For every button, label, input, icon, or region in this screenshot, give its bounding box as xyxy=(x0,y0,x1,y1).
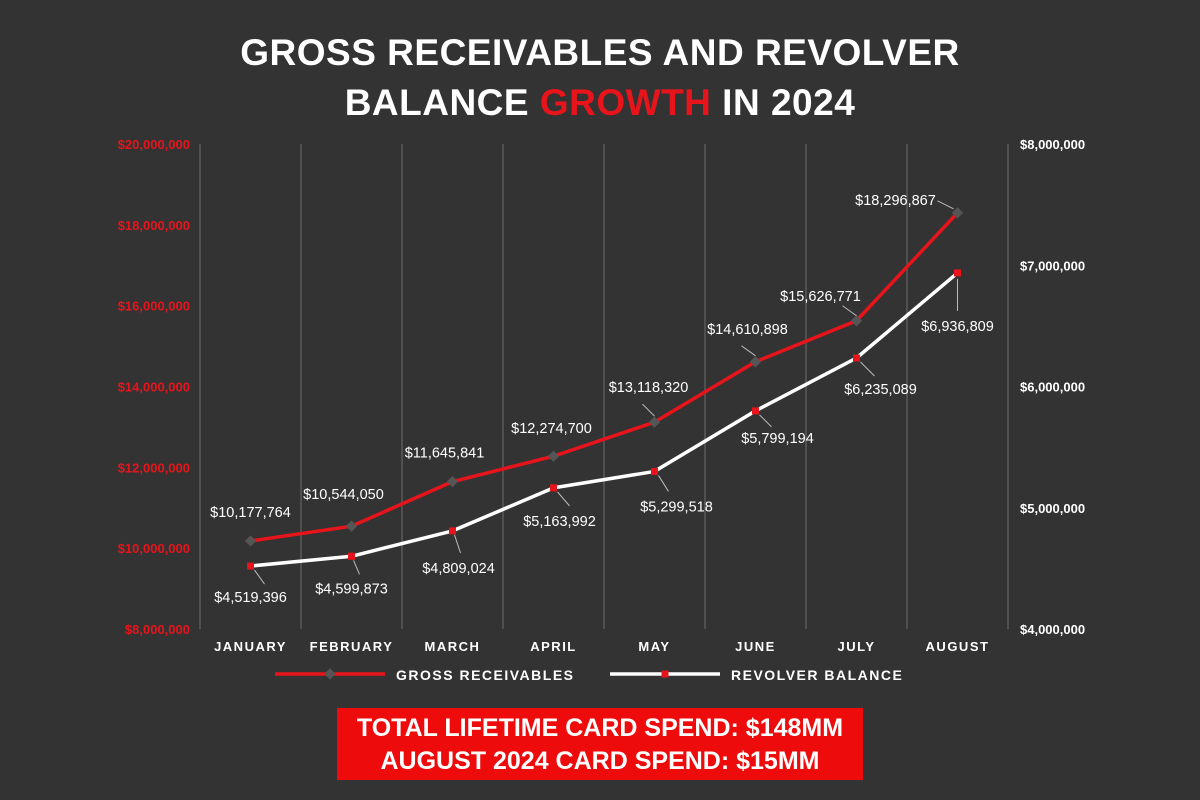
x-tick-label: APRIL xyxy=(530,639,577,654)
data-label-leader-line xyxy=(842,305,857,317)
gross-receivables-data-label: $10,544,050 xyxy=(303,487,384,503)
gross-receivables-marker xyxy=(345,520,358,532)
gross-receivables-marker xyxy=(244,535,257,547)
gross-receivables-data-label: $12,274,700 xyxy=(511,421,592,437)
gross-receivables-marker xyxy=(446,475,459,488)
revolver-balance-data-label: $5,163,992 xyxy=(523,514,596,530)
x-tick-label: JULY xyxy=(837,639,875,654)
card-spend-banner: TOTAL LIFETIME CARD SPEND: $148MM AUGUST… xyxy=(337,708,863,780)
gross-receivables-marker xyxy=(547,450,560,462)
gross-receivables-marker xyxy=(648,416,661,428)
revolver-balance-marker xyxy=(954,269,961,277)
gross-receivables-data-label: $10,177,764 xyxy=(210,505,291,521)
data-label-leader-line xyxy=(642,403,655,417)
series-line-gross-receivables xyxy=(250,211,959,543)
y-left-tick-label: $18,000,000 xyxy=(118,218,190,233)
revolver-balance-marker xyxy=(651,467,658,475)
chart-title: GROSS RECEIVABLES AND REVOLVER BALANCE G… xyxy=(0,28,1200,128)
x-tick-label: FEBRUARY xyxy=(310,639,394,654)
revolver-balance-marker xyxy=(348,552,355,560)
revolver-balance-data-label: $4,809,024 xyxy=(422,561,495,577)
data-label-leader-line xyxy=(658,475,669,492)
data-label-leader-line xyxy=(937,200,954,210)
data-label-leader-line xyxy=(254,569,265,585)
x-tick-label: AUGUST xyxy=(926,639,990,654)
gross-receivables-data-label: $15,626,771 xyxy=(780,289,861,305)
revolver-balance-marker xyxy=(247,562,254,570)
y-left-tick-label: $20,000,000 xyxy=(118,137,190,152)
data-label-leader-line xyxy=(557,491,570,507)
data-label-leader-line xyxy=(741,345,756,357)
legend-marker-revolver-balance xyxy=(661,670,669,678)
x-tick-label: JUNE xyxy=(735,639,776,654)
y-left-tick-label: $12,000,000 xyxy=(118,460,190,475)
chart-legend: GROSS RECEIVABLES REVOLVER BALANCE xyxy=(275,667,903,683)
y-right-tick-label: $8,000,000 xyxy=(1020,137,1085,152)
series-line-revolver-balance xyxy=(250,271,959,568)
gross-receivables-data-label: $14,610,898 xyxy=(707,322,788,338)
y-left-tick-label: $16,000,000 xyxy=(118,299,190,314)
data-label-leader-line xyxy=(353,560,360,575)
revolver-balance-data-label: $5,299,518 xyxy=(640,499,713,515)
line-chart: $8,000,000 $10,000,000 $12,000,000 $14,000,… xyxy=(118,137,1085,683)
revolver-balance-marker xyxy=(550,484,557,492)
gross-receivables-marker xyxy=(749,356,762,368)
x-tick-label: MAY xyxy=(638,639,670,654)
data-label-leader-line xyxy=(860,361,875,377)
revolver-balance-marker xyxy=(449,527,456,535)
y-left-tick-label: $10,000,000 xyxy=(118,541,190,556)
revolver-balance-marker xyxy=(853,354,860,362)
legend-marker-gross-receivables xyxy=(324,668,336,680)
revolver-balance-data-label: $6,235,089 xyxy=(844,382,917,398)
revolver-balance-data-label: $5,799,194 xyxy=(741,431,814,447)
y-right-tick-label: $6,000,000 xyxy=(1020,380,1085,395)
chart-title-line2-start: BALANCE xyxy=(344,82,540,123)
gross-receivables-marker xyxy=(850,315,863,327)
legend-label-gross-receivables: GROSS RECEIVABLES xyxy=(396,667,575,683)
revolver-balance-data-label: $4,599,873 xyxy=(315,581,388,597)
gross-receivables-data-label: $13,118,320 xyxy=(609,380,689,396)
gross-receivables-marker xyxy=(951,207,964,219)
x-tick-label: JANUARY xyxy=(214,639,287,654)
y-right-tick-label: $7,000,000 xyxy=(1020,258,1085,273)
y-left-tick-label: $8,000,000 xyxy=(125,622,190,637)
revolver-balance-data-label: $4,519,396 xyxy=(214,590,287,606)
august-spend-text: AUGUST 2024 CARD SPEND: $15MM xyxy=(380,747,820,775)
x-tick-label: MARCH xyxy=(425,639,481,654)
data-label-leader-line xyxy=(759,414,772,428)
data-label-leader-line xyxy=(454,534,461,554)
y-left-tick-label: $14,000,000 xyxy=(118,380,190,395)
chart-title-line1: GROSS RECEIVABLES AND REVOLVER xyxy=(240,32,960,73)
gross-receivables-data-label: $11,645,841 xyxy=(405,446,485,462)
chart-title-line2-end: IN 2024 xyxy=(711,82,856,123)
revolver-balance-marker xyxy=(752,407,759,415)
legend-label-revolver-balance: REVOLVER BALANCE xyxy=(731,667,903,683)
gross-receivables-data-label: $18,296,867 xyxy=(855,193,936,209)
chart-title-line2: BALANCE GROWTH IN 2024 xyxy=(0,78,1200,128)
y-right-tick-label: $5,000,000 xyxy=(1020,501,1085,516)
chart-title-accent: GROWTH xyxy=(539,82,712,123)
lifetime-spend-text: TOTAL LIFETIME CARD SPEND: $148MM xyxy=(356,714,844,742)
revolver-balance-data-label: $6,936,809 xyxy=(921,319,994,335)
y-right-tick-label: $4,000,000 xyxy=(1020,622,1085,637)
